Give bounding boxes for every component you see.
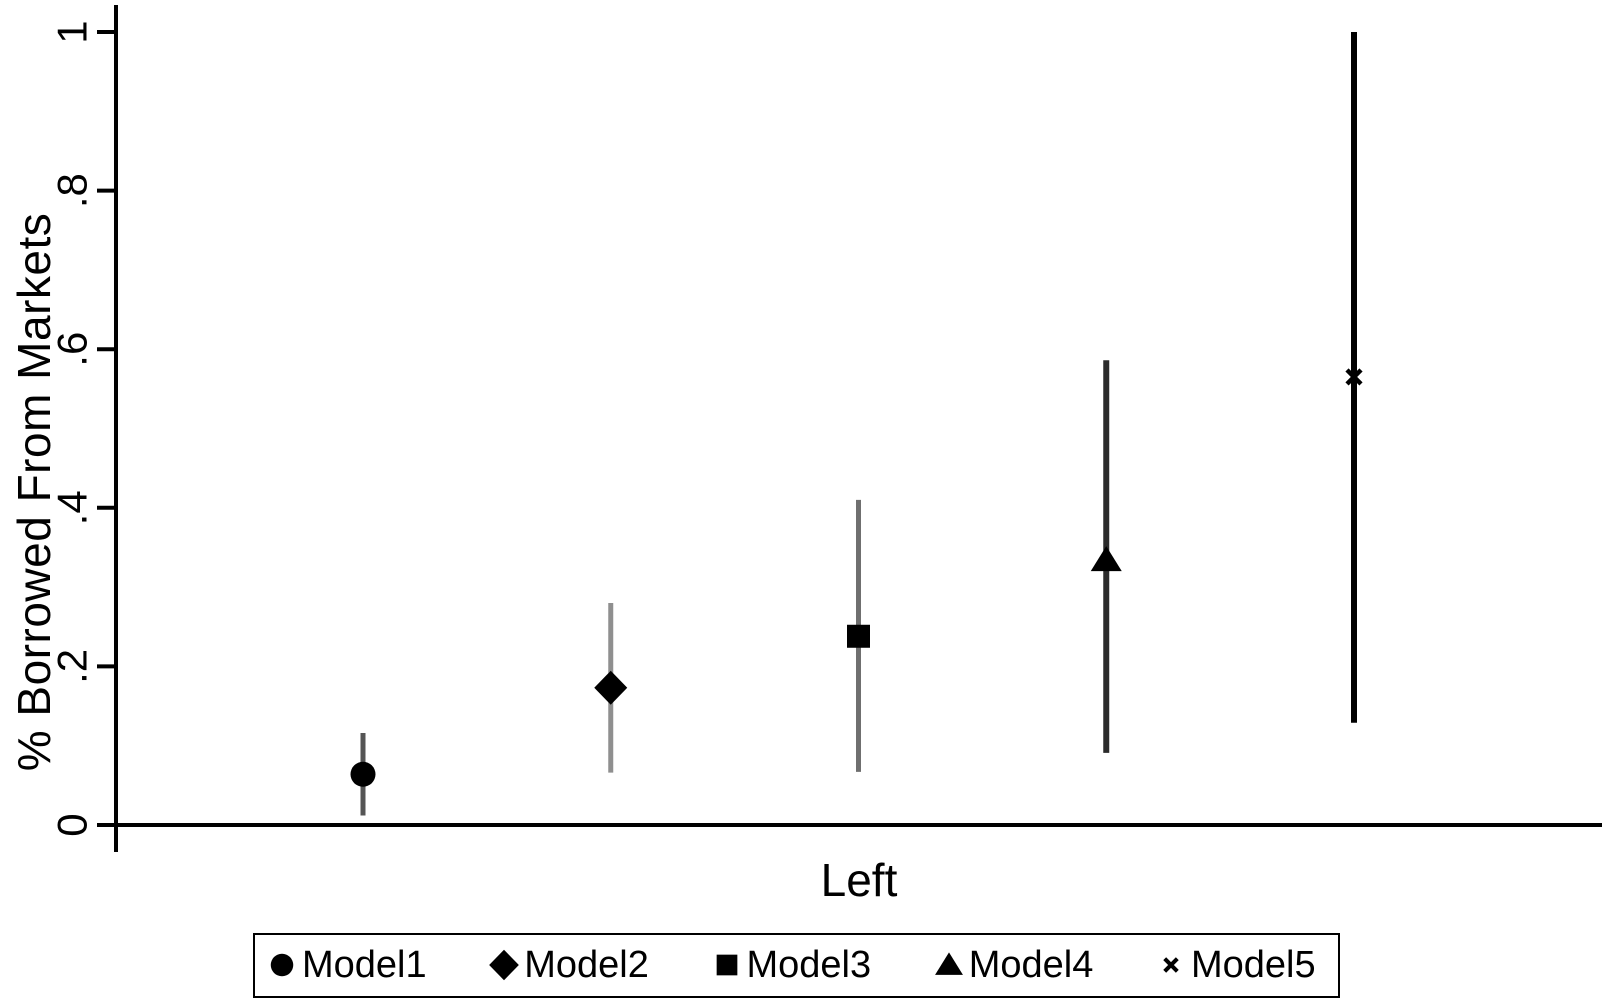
diamond-icon [489, 949, 520, 981]
marker-x [1163, 957, 1179, 973]
triangle-icon [934, 952, 963, 975]
series-model2 [594, 602, 628, 773]
marker-diamond [489, 949, 520, 981]
marker-square [716, 954, 737, 976]
x-icon [1163, 957, 1179, 973]
y-tick-label: .2 [49, 649, 96, 684]
y-tick-label: 1 [49, 20, 96, 43]
marker-triangle [934, 952, 963, 975]
y-tick-label: .6 [49, 332, 96, 367]
y-axis-title: % Borrowed From Markets [8, 212, 60, 772]
square-icon [716, 954, 737, 976]
marker-square [847, 624, 870, 648]
legend-box: Model1 Model2 Model3 Model4 Model5 [253, 933, 1340, 998]
legend-item-label: Model2 [524, 944, 649, 986]
circle-icon [270, 953, 294, 977]
y-tick-label: 0 [49, 813, 96, 836]
marker-x [1345, 368, 1363, 386]
series-model3 [847, 499, 870, 772]
series-model5 [1345, 32, 1363, 723]
x-axis-title: Left [820, 854, 898, 906]
y-tick-label: .4 [49, 490, 96, 525]
legend-item-label: Model1 [302, 944, 427, 986]
marker-diamond [594, 670, 628, 705]
legend-item-label: Model5 [1191, 944, 1316, 986]
marker-circle [350, 761, 376, 787]
marker-triangle [1090, 546, 1122, 572]
legend-item-label: Model3 [746, 944, 872, 986]
marker-circle [270, 953, 294, 977]
series-model4 [1090, 360, 1122, 753]
legend-item-label: Model4 [968, 944, 1094, 986]
y-tick-label: .8 [49, 173, 96, 208]
series-model1 [350, 733, 376, 816]
